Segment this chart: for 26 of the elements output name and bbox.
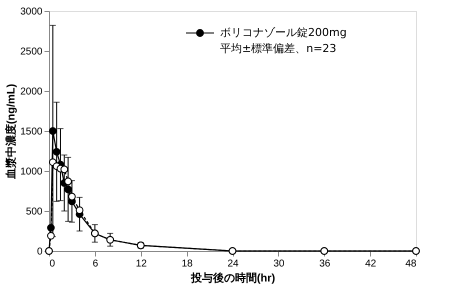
legend-label: ボリコナゾール錠200mg (220, 26, 347, 39)
y-axis-title: 血漿中濃度(ng/mL) (4, 84, 18, 180)
x-tick-label: 18 (182, 258, 194, 270)
point (47, 232, 55, 240)
y-tick-label: 500 (26, 206, 43, 218)
x-tick-label: 6 (92, 258, 99, 270)
y-tick-label: 1500 (20, 126, 43, 138)
y-tick-label: 0 (36, 246, 43, 258)
y-tick-label: 1000 (20, 166, 43, 178)
point (48, 127, 57, 135)
x-tick-label: 30 (273, 258, 285, 270)
x-tick-label: 42 (365, 258, 377, 270)
x-axis-title: 投与後の時間(hr) (190, 272, 276, 284)
point (68, 192, 76, 200)
point (52, 148, 60, 156)
x-tick-label: 24 (227, 258, 239, 270)
x-tick-label: 12 (136, 258, 148, 270)
y-tick-label: 2500 (20, 46, 43, 58)
x-tick-label: 0 (50, 258, 56, 270)
y-tick-label: 3000 (20, 6, 43, 18)
point (60, 166, 68, 174)
point (64, 178, 72, 186)
x-tick-label: 36 (319, 258, 331, 270)
y-tick-label: 2000 (20, 86, 43, 98)
annotation: 平均±標準偏差、n=23 (220, 42, 336, 55)
x-tick-label: 48 (405, 258, 417, 270)
